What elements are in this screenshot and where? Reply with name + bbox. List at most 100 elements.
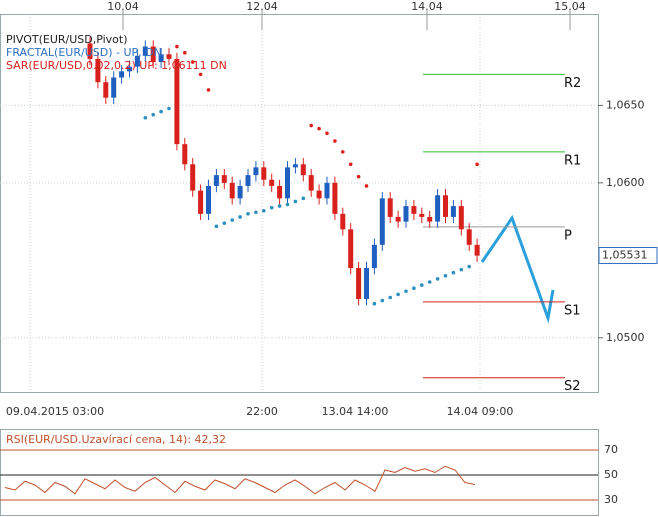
- candle-body: [466, 229, 472, 245]
- candle-body: [150, 46, 156, 63]
- sar-dot: [246, 212, 250, 216]
- sar-dot: [222, 221, 227, 225]
- last-price-box: [598, 247, 658, 265]
- candle-body: [395, 216, 401, 222]
- top-axis-label: 10.04: [107, 0, 139, 13]
- sar-dot: [151, 112, 155, 117]
- candle-body: [213, 175, 219, 186]
- candle-body: [443, 195, 448, 217]
- candle-body: [134, 55, 140, 67]
- pivot-label: R1: [564, 153, 581, 168]
- sar-dot: [372, 301, 377, 306]
- bottom-axis-label: 22:00: [246, 405, 278, 418]
- candle-body: [229, 182, 235, 199]
- sar-dot: [206, 88, 211, 92]
- top-axis-label: 14.04: [411, 0, 443, 13]
- sar-dot: [190, 60, 195, 64]
- candle-body: [458, 206, 464, 230]
- top-axis-label: 15.04: [554, 0, 586, 13]
- candle-body: [285, 167, 290, 199]
- pivot-label: P: [564, 228, 572, 243]
- sar-dot: [175, 44, 179, 49]
- sar-dot: [443, 274, 448, 278]
- candle-body: [111, 77, 117, 98]
- candle-body: [435, 195, 441, 222]
- sar-dot: [356, 174, 361, 179]
- candle-body: [158, 54, 164, 63]
- candle-body: [206, 185, 211, 214]
- sar-dot: [317, 126, 321, 131]
- candle-body: [324, 182, 330, 199]
- sar-dot: [364, 184, 369, 188]
- sar-dot: [230, 218, 234, 222]
- sar-dot: [420, 283, 424, 287]
- sar-dot: [143, 115, 148, 120]
- candle-body: [364, 268, 369, 300]
- rsi-tick-label: 30: [604, 493, 618, 506]
- candle-body: [245, 175, 251, 186]
- pivot-label: R2: [564, 76, 581, 91]
- candle-body: [371, 244, 377, 269]
- sar-dot: [301, 196, 306, 201]
- sar-dot: [262, 208, 266, 213]
- candle-body: [308, 175, 314, 191]
- sar-dot: [412, 286, 416, 291]
- candle-body: [174, 58, 180, 145]
- candle-body: [182, 144, 188, 165]
- candle-body: [332, 182, 338, 214]
- candle-body: [419, 213, 425, 217]
- sar-dot: [435, 277, 440, 281]
- sar-dot: [427, 280, 432, 284]
- sar-dot: [348, 162, 353, 167]
- sar-dot: [285, 202, 290, 207]
- sar-dot: [214, 224, 219, 229]
- sar-dot: [269, 205, 274, 210]
- candle-body: [348, 229, 354, 269]
- candle-body: [119, 71, 125, 78]
- rsi-tick-label: 50: [604, 468, 618, 481]
- candle-body: [127, 66, 132, 72]
- sar-dot: [167, 106, 171, 111]
- sar-dot: [388, 295, 393, 300]
- rsi-panel: [0, 429, 599, 516]
- y-tick-label: 1,0500: [606, 331, 645, 344]
- candle-body: [261, 167, 267, 180]
- candle-body: [300, 164, 306, 176]
- candle-body: [403, 206, 409, 222]
- bottom-axis-label: 09.04.2015 03:00: [6, 405, 104, 418]
- sar-dot: [333, 139, 337, 143]
- sar-dot: [380, 298, 385, 303]
- candle-body: [356, 268, 362, 300]
- pivot-label: S2: [564, 379, 581, 394]
- candle-body: [340, 213, 346, 230]
- sar-dot: [183, 50, 187, 55]
- top-axis-label: 12.04: [246, 0, 278, 13]
- candle-body: [427, 216, 433, 222]
- sar-dot: [451, 270, 456, 275]
- sar-dot: [159, 109, 163, 114]
- candle-body: [237, 185, 243, 199]
- sar-dot: [404, 289, 408, 294]
- candle-body: [87, 43, 93, 59]
- candle-body: [221, 175, 227, 183]
- candle-body: [277, 185, 283, 199]
- forecast-arrow: [480, 214, 555, 324]
- sar-dot: [198, 72, 203, 77]
- legend-entry: FRACTAL(EUR/USD) - UP, DN: [6, 46, 162, 59]
- candle-body: [95, 58, 101, 83]
- sar-dot: [254, 210, 258, 215]
- candle-body: [411, 206, 417, 214]
- candle-body: [474, 244, 480, 256]
- candle-body: [450, 206, 456, 217]
- last-price-label: 1,05531: [602, 249, 648, 262]
- candle-body: [103, 82, 109, 98]
- sar-dot: [277, 204, 282, 208]
- sar-dot: [341, 150, 345, 154]
- sar-dot: [396, 292, 400, 297]
- candle-body: [269, 179, 275, 186]
- sar-dot: [238, 215, 242, 219]
- candle-body: [190, 164, 196, 191]
- bottom-axis-label: 13.04 14:00: [322, 405, 389, 418]
- rsi-tick-label: 70: [604, 443, 618, 456]
- candle-body: [253, 167, 259, 176]
